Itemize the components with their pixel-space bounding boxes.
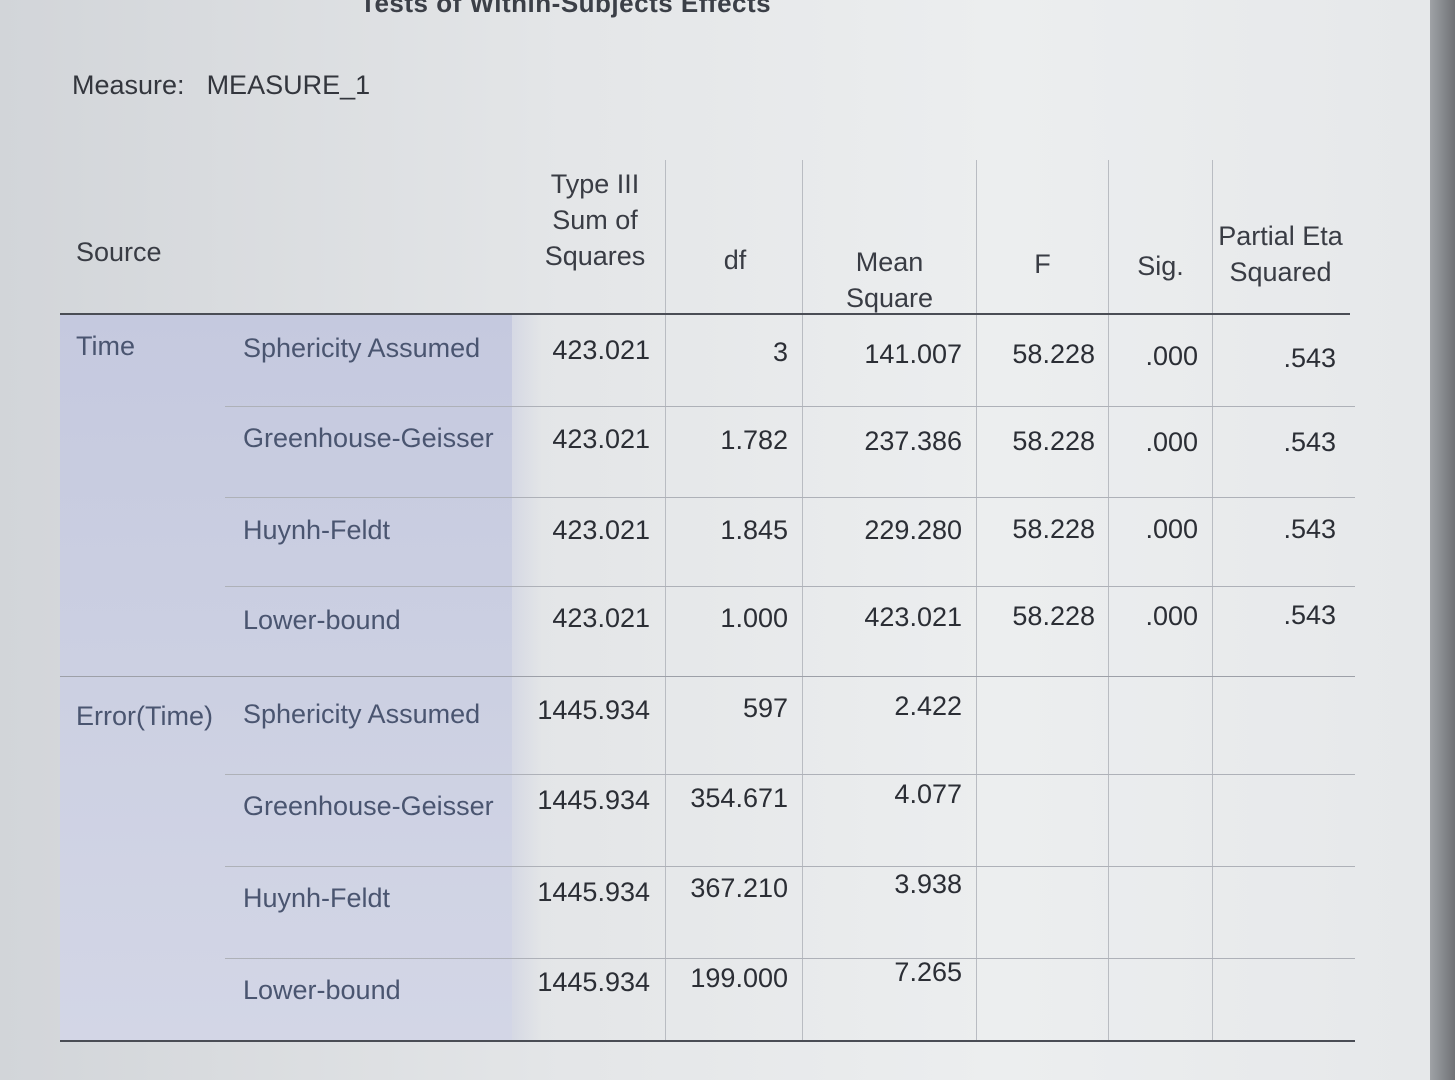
cell-ms: 141.007 <box>864 339 962 369</box>
row-label: Greenhouse-Geisser <box>243 791 494 821</box>
group-rule <box>60 676 1355 677</box>
cell-df: 1.000 <box>720 603 788 633</box>
cell-ms: 7.265 <box>894 957 962 987</box>
cell-df: 1.845 <box>720 515 788 545</box>
cell-ms: 3.938 <box>894 869 962 899</box>
header-mean-square: Mean Square <box>845 247 934 313</box>
cell-ss: 423.021 <box>552 424 650 454</box>
cell-ss: 423.021 <box>552 515 650 545</box>
cell-df: 199.000 <box>690 963 788 993</box>
cell-f: 58.228 <box>1012 426 1095 456</box>
header-df: df <box>723 245 747 275</box>
row-label: Greenhouse-Geisser <box>243 423 494 453</box>
cell-ss: 423.021 <box>552 335 650 365</box>
cell-sig: .000 <box>1145 427 1198 457</box>
cell-sig: .000 <box>1145 341 1198 371</box>
cell-ss: 1445.934 <box>537 695 650 725</box>
cell-ms: 423.021 <box>864 602 962 632</box>
anova-table: Source Type III Sum of Squares df Mean S… <box>60 150 1355 1055</box>
source-column-shade <box>60 315 512 1040</box>
cell-ms: 4.077 <box>894 779 962 809</box>
cell-f: 58.228 <box>1012 514 1095 544</box>
cell-ss: 1445.934 <box>537 967 650 997</box>
cell-ss: 1445.934 <box>537 785 650 815</box>
monitor-bezel <box>1430 0 1455 1080</box>
row-label: Sphericity Assumed <box>243 699 481 729</box>
bottom-rule <box>60 1040 1355 1042</box>
cell-ms: 237.386 <box>864 426 962 456</box>
cell-df: 3 <box>772 337 788 367</box>
cell-sig: .000 <box>1145 514 1198 544</box>
cell-f: 58.228 <box>1012 601 1095 631</box>
cell-eta: .543 <box>1283 427 1336 457</box>
header-rule <box>60 313 1350 315</box>
source-time: Time <box>76 331 135 361</box>
table-title: Tests of Within-Subjects Effects <box>360 0 772 18</box>
cell-ms: 229.280 <box>864 515 962 545</box>
cell-df: 367.210 <box>690 873 788 903</box>
cell-ss: 423.021 <box>552 603 650 633</box>
cell-eta: .543 <box>1283 343 1336 373</box>
row-label: Lower-bound <box>243 975 401 1005</box>
cell-f: 58.228 <box>1012 339 1095 369</box>
cell-eta: .543 <box>1283 600 1336 630</box>
cell-ms: 2.422 <box>894 691 962 721</box>
cell-df: 1.782 <box>720 425 788 455</box>
cell-df: 354.671 <box>690 783 788 813</box>
measure-line: Measure: MEASURE_1 <box>72 70 370 101</box>
row-label: Huynh-Feldt <box>243 515 391 545</box>
cell-df: 597 <box>742 693 788 723</box>
source-error-time: Error(Time) <box>76 701 213 731</box>
header-source: Source <box>76 237 162 267</box>
row-label: Lower-bound <box>243 605 401 635</box>
row-label: Huynh-Feldt <box>243 883 391 913</box>
header-partial-eta: Partial Eta Squared <box>1218 221 1343 287</box>
cell-sig: .000 <box>1145 601 1198 631</box>
cell-ss: 1445.934 <box>537 877 650 907</box>
header-sig: Sig. <box>1137 251 1184 281</box>
measure-value: MEASURE_1 <box>206 70 371 100</box>
measure-label: Measure: <box>72 70 185 100</box>
row-label: Sphericity Assumed <box>243 333 481 363</box>
header-ss: Type III Sum of Squares <box>544 169 646 271</box>
header-f: F <box>1034 249 1051 279</box>
cell-eta: .543 <box>1283 514 1336 544</box>
